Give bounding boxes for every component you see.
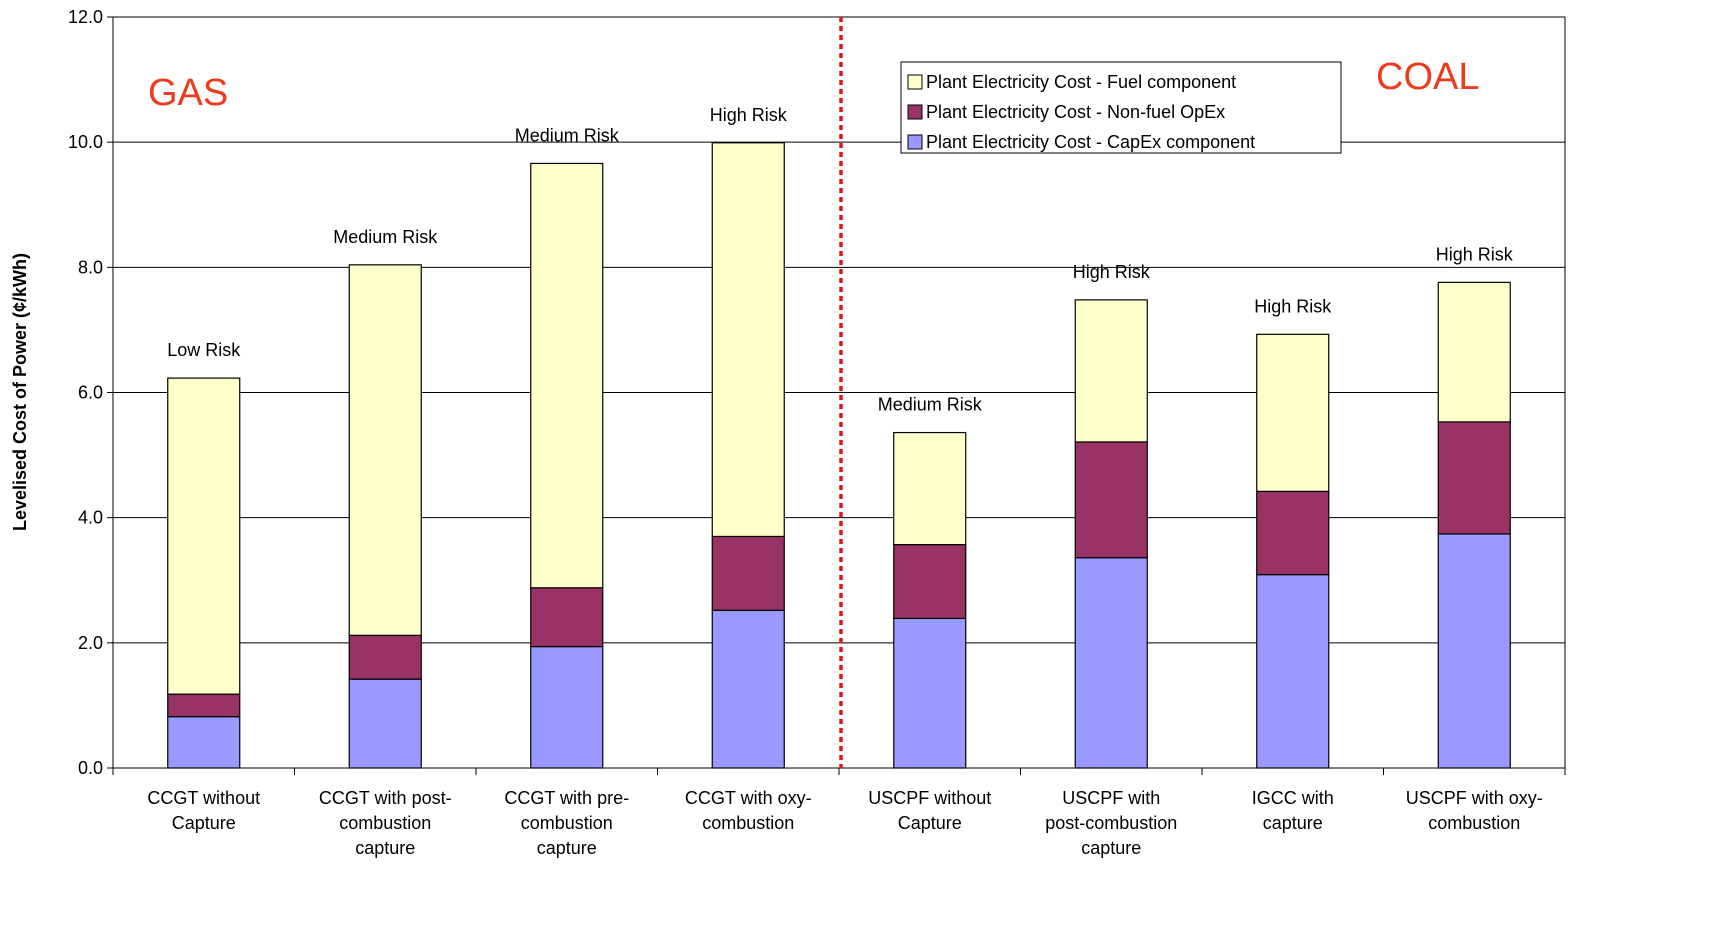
risk-label: Medium Risk — [333, 227, 438, 247]
y-tick-label: 12.0 — [68, 7, 103, 27]
bar-segment — [167, 693, 241, 718]
category-label: post-combustion — [1045, 813, 1177, 833]
risk-label: High Risk — [710, 105, 788, 125]
labels: 0.0 2.0 4.0 6.0 8.0 10.0 12.0 Low Risk CCGT with… — [68, 7, 1543, 858]
risk-label: High Risk — [1254, 296, 1332, 316]
category-label: USCPF with oxy- — [1406, 788, 1543, 808]
bar-segment — [167, 716, 241, 769]
risk-label: Low Risk — [167, 340, 241, 360]
category-label: combustion — [339, 813, 431, 833]
category-label: Capture — [172, 813, 236, 833]
category-label: CCGT with post- — [319, 788, 452, 808]
risk-label: Medium Risk — [515, 125, 620, 145]
bar-segment — [530, 587, 604, 648]
category-label: capture — [355, 838, 415, 858]
y-tick-label: 4.0 — [78, 508, 103, 528]
risk-label: High Risk — [1073, 262, 1151, 282]
bar-segment — [1437, 281, 1511, 423]
category-label: capture — [1081, 838, 1141, 858]
bar-segment — [530, 645, 604, 769]
bar-segment — [1256, 574, 1330, 769]
y-tick-label: 2.0 — [78, 633, 103, 653]
category-label: IGCC with — [1252, 788, 1334, 808]
risk-label: Medium Risk — [878, 395, 983, 415]
y-axis-label: Levelised Cost of Power (¢/kWh) — [10, 253, 30, 531]
legend-swatch — [907, 134, 923, 150]
bar-segment — [893, 431, 967, 546]
cost-of-power-chart: 0.0 2.0 4.0 6.0 8.0 10.0 12.0 Low Risk CCGT with… — [10, 7, 1566, 858]
bar-segment — [348, 678, 422, 769]
axes — [107, 16, 1566, 775]
category-label: combustion — [1428, 813, 1520, 833]
y-tick-label: 6.0 — [78, 383, 103, 403]
category-label: USCPF without — [868, 788, 991, 808]
bar-segment — [1437, 533, 1511, 769]
bar-segment — [711, 535, 785, 611]
legend-swatch — [907, 74, 923, 90]
legend-entry: Plant Electricity Cost - CapEx component — [926, 132, 1255, 152]
legend-box — [900, 61, 1342, 154]
bar-segment — [1074, 557, 1148, 769]
bar-segment — [167, 377, 241, 695]
bar-stacks — [167, 142, 1511, 769]
bar-segment — [1256, 333, 1330, 492]
category-label: CCGT with oxy- — [685, 788, 812, 808]
legend: Plant Electricity Cost - Fuel component P… — [900, 61, 1342, 154]
bar-segment — [348, 634, 422, 680]
category-label: CCGT with pre- — [504, 788, 629, 808]
category-label: Capture — [898, 813, 962, 833]
y-tick-label: 8.0 — [78, 257, 103, 277]
category-label: capture — [537, 838, 597, 858]
bar-segment — [893, 617, 967, 769]
coal-region-label: COAL — [1376, 56, 1479, 98]
bar-segment — [1074, 299, 1148, 443]
bar-segment — [711, 609, 785, 769]
bar-segment — [530, 162, 604, 589]
bar-segment — [1437, 421, 1511, 535]
legend-entry: Plant Electricity Cost - Non-fuel OpEx — [926, 102, 1225, 122]
legend-swatch — [907, 104, 923, 120]
category-label: CCGT without — [147, 788, 260, 808]
bar-segment — [893, 543, 967, 620]
bar-segment — [711, 142, 785, 538]
y-tick-label: 0.0 — [78, 758, 103, 778]
legend-entry: Plant Electricity Cost - Fuel component — [926, 72, 1236, 92]
category-label: USCPF with — [1062, 788, 1160, 808]
y-tick-label: 10.0 — [68, 132, 103, 152]
category-label: combustion — [702, 813, 794, 833]
bar-segment — [348, 264, 422, 636]
risk-label: High Risk — [1436, 244, 1514, 264]
bar-segment — [1256, 490, 1330, 576]
gas-region-label: GAS — [148, 72, 228, 114]
bar-segment — [1074, 441, 1148, 559]
category-label: capture — [1263, 813, 1323, 833]
gridlines — [113, 16, 1565, 644]
category-label: combustion — [521, 813, 613, 833]
